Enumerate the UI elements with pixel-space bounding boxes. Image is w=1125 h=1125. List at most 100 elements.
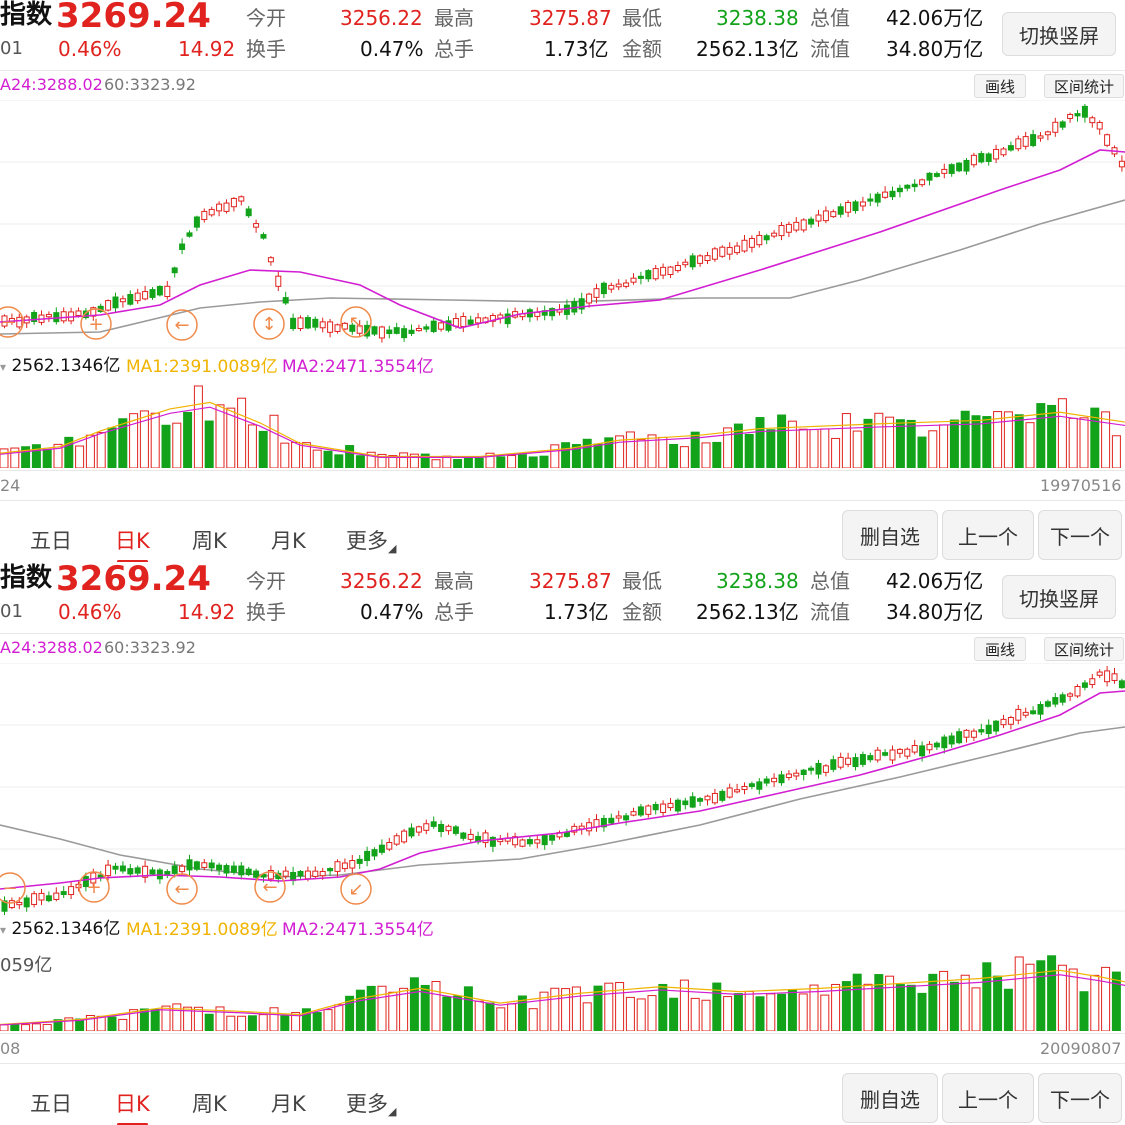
volume-bar (334, 1004, 344, 1031)
volume-bar (193, 1006, 203, 1031)
tab-more[interactable]: 更多◢ (346, 1088, 396, 1118)
volume-bar (766, 993, 776, 1031)
tab-five-day[interactable]: 五日 (30, 1092, 72, 1116)
candle-body (1059, 121, 1066, 128)
candle-body (134, 292, 141, 302)
volume-chart[interactable] (0, 382, 1125, 468)
remove-watchlist-button[interactable]: 删自选 (842, 510, 938, 560)
candle-body (1030, 134, 1037, 147)
volume-chart[interactable] (0, 945, 1125, 1031)
volume-bar (96, 432, 106, 468)
event-marker-icon (253, 308, 285, 340)
draw-line-button[interactable]: 画线 (974, 637, 1026, 661)
candle-body (38, 892, 45, 901)
candle-body (726, 787, 733, 798)
event-marker-icon (166, 873, 198, 905)
vol-ma2-legend: MA2:2471.3554亿 (282, 920, 434, 940)
previous-button[interactable]: 上一个 (942, 510, 1034, 560)
candle-body (31, 893, 38, 905)
candlestick-chart[interactable]: − + ← ← ↙ (0, 663, 1125, 915)
candle-body (830, 211, 837, 218)
candle-body (719, 790, 726, 801)
ma24-legend: A24:3288.02 (0, 638, 103, 657)
candle-body (667, 266, 674, 276)
volume-bar (377, 985, 387, 1031)
candle-body (660, 266, 667, 276)
candle-body (1007, 145, 1014, 151)
candle-body (312, 318, 319, 328)
ma24-line (0, 690, 1125, 890)
volume-bar (744, 433, 754, 468)
interval-stats-button[interactable]: 区间统计 (1044, 637, 1124, 661)
start-date-label: 08 (0, 1039, 21, 1058)
candle-body (179, 865, 186, 873)
volume-bar (625, 996, 635, 1031)
remove-watchlist-button[interactable]: 删自选 (842, 1073, 938, 1123)
candle-body (430, 821, 437, 827)
tab-weekly-k[interactable]: 周K (192, 1092, 227, 1116)
event-marker-glyph: ← (262, 877, 277, 898)
volume-bar (517, 454, 527, 468)
candle-body (623, 282, 630, 287)
candle-body (600, 817, 607, 828)
interval-stats-button[interactable]: 区间统计 (1044, 74, 1124, 98)
volume-bar (1068, 968, 1078, 1031)
candle-body (1111, 673, 1118, 681)
volume-bar (831, 983, 841, 1031)
switch-portrait-button[interactable]: 切换竖屏 (1002, 575, 1116, 619)
candle-body (445, 825, 452, 832)
volume-bar (431, 459, 441, 468)
candle-body (778, 774, 785, 784)
tab-weekly-k[interactable]: 周K (192, 529, 227, 553)
tab-monthly-k[interactable]: 月K (271, 529, 306, 553)
volume-bar (485, 452, 495, 468)
draw-line-button[interactable]: 画线 (974, 74, 1026, 98)
candle-body (734, 789, 741, 793)
volume-bar (615, 435, 625, 468)
volume-bar (895, 984, 905, 1031)
low-value: 3238.38 (716, 569, 799, 593)
tab-daily-k[interactable]: 日K (115, 525, 150, 562)
volume-bar (366, 451, 376, 468)
candle-body (341, 322, 348, 330)
candle-body (253, 223, 260, 228)
previous-button[interactable]: 上一个 (942, 1073, 1034, 1123)
candle-body (800, 219, 807, 231)
turnover-value: 0.47% (360, 37, 424, 61)
candle-body (660, 803, 667, 813)
tab-more[interactable]: 更多◢ (346, 525, 396, 555)
volume-bar (701, 999, 711, 1031)
volume-bar (183, 411, 193, 468)
candle-body (208, 208, 215, 216)
volume-bar (0, 448, 9, 468)
next-button[interactable]: 下一个 (1038, 510, 1122, 560)
candle-body (734, 245, 741, 254)
volume-bar (463, 456, 473, 468)
volume-bar (679, 979, 689, 1031)
candle-body (8, 900, 15, 909)
volume-bar (658, 983, 668, 1031)
tab-daily-k[interactable]: 日K (115, 1088, 150, 1125)
candle-body (45, 313, 52, 318)
tab-five-day[interactable]: 五日 (30, 529, 72, 553)
volume-bar (215, 404, 225, 468)
candle-body (689, 796, 696, 808)
tab-monthly-k[interactable]: 月K (271, 1092, 306, 1116)
candle-body (290, 317, 297, 330)
switch-portrait-button[interactable]: 切换竖屏 (1002, 12, 1116, 56)
candlestick-chart[interactable]: − + ← ↕ ↖ (0, 100, 1125, 352)
low-label: 最低 (622, 6, 662, 30)
ma60-line (0, 199, 1125, 335)
event-marker-glyph: − (2, 878, 17, 899)
next-button[interactable]: 下一个 (1038, 1073, 1122, 1123)
candle-body (415, 826, 422, 833)
volume-bar (453, 459, 463, 468)
candle-body (1104, 670, 1111, 683)
volume-bar (841, 413, 851, 468)
volume-bar (237, 397, 247, 468)
candle-body (652, 268, 659, 280)
candle-body (60, 891, 67, 896)
candle-body (623, 815, 630, 821)
end-date-label: 20090807 (1040, 1039, 1122, 1058)
candle-body (704, 255, 711, 261)
